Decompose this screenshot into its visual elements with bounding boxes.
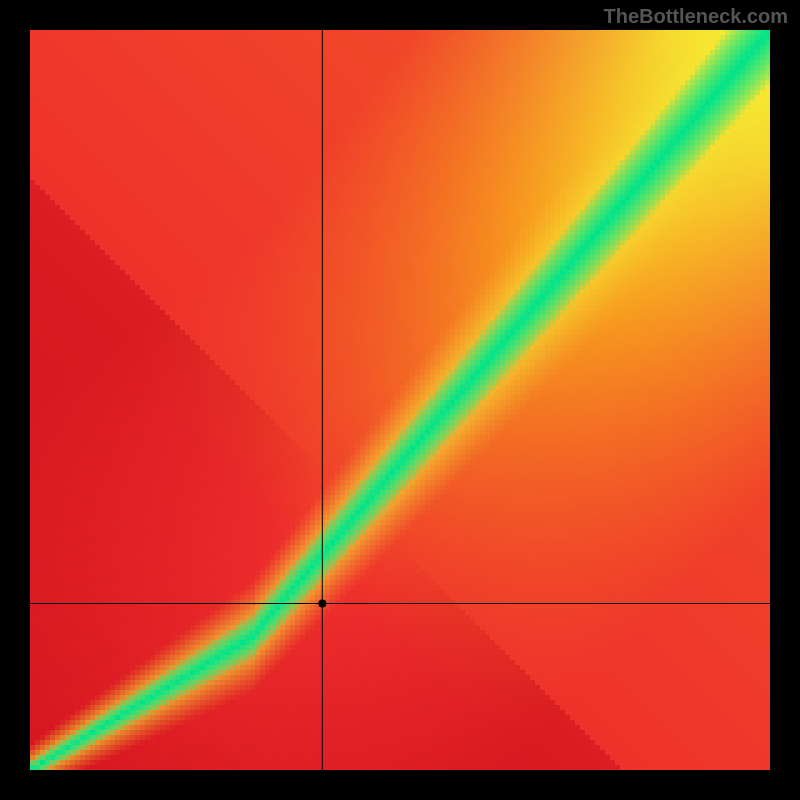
heatmap-canvas — [30, 30, 770, 770]
chart-container: TheBottleneck.com — [0, 0, 800, 800]
watermark-text: TheBottleneck.com — [604, 6, 788, 29]
plot-area — [30, 30, 770, 770]
